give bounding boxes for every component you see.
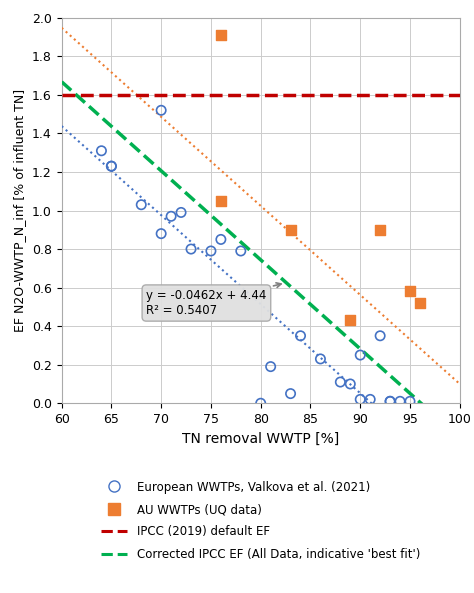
Corrected IPCC EF (All Data, indicative 'best fit') (302, 296, 308, 303)
European WWTPs, Valkova et al. (2021) (287, 389, 294, 398)
Corrected IPCC EF (All Data, indicative 'best fit') (457, 434, 463, 441)
Y-axis label: EF N2O-WWTP_N_inf [% of influent TN]: EF N2O-WWTP_N_inf [% of influent TN] (13, 89, 27, 332)
Corrected IPCC EF (All Data, indicative 'best fit') (60, 79, 66, 87)
European WWTPs, Valkova et al. (2021) (386, 397, 394, 406)
European WWTPs, Valkova et al. (2021) (356, 395, 364, 404)
European WWTPs, Valkova et al. (2021) (257, 398, 264, 408)
AU WWTPs (UQ data) (416, 298, 424, 308)
AU WWTPs (UQ data) (346, 315, 354, 325)
Corrected IPCC EF (All Data, indicative 'best fit') (419, 401, 425, 408)
European WWTPs, Valkova et al. (2021) (356, 350, 364, 360)
AU WWTPs (UQ data) (217, 196, 225, 206)
Legend: European WWTPs, Valkova et al. (2021), AU WWTPs (UQ data), IPCC (2019) default E: European WWTPs, Valkova et al. (2021), A… (95, 474, 426, 567)
European WWTPs, Valkova et al. (2021) (98, 146, 105, 155)
European WWTPs, Valkova et al. (2021) (157, 229, 165, 238)
European WWTPs, Valkova et al. (2021) (376, 331, 384, 340)
AU WWTPs (UQ data) (406, 286, 414, 296)
European WWTPs, Valkova et al. (2021) (187, 244, 195, 254)
AU WWTPs (UQ data) (287, 225, 294, 234)
European WWTPs, Valkova et al. (2021) (177, 208, 185, 217)
Corrected IPCC EF (All Data, indicative 'best fit') (394, 378, 400, 385)
European WWTPs, Valkova et al. (2021) (167, 212, 175, 221)
European WWTPs, Valkova et al. (2021) (157, 106, 165, 115)
European WWTPs, Valkova et al. (2021) (108, 161, 115, 171)
European WWTPs, Valkova et al. (2021) (207, 246, 215, 256)
European WWTPs, Valkova et al. (2021) (237, 246, 245, 256)
European WWTPs, Valkova et al. (2021) (267, 362, 274, 371)
AU WWTPs (UQ data) (376, 225, 384, 234)
AU WWTPs (UQ data) (217, 30, 225, 40)
Corrected IPCC EF (All Data, indicative 'best fit') (294, 289, 300, 296)
European WWTPs, Valkova et al. (2021) (108, 161, 115, 171)
European WWTPs, Valkova et al. (2021) (297, 331, 304, 340)
European WWTPs, Valkova et al. (2021) (406, 397, 414, 406)
European WWTPs, Valkova et al. (2021) (346, 380, 354, 389)
X-axis label: TN removal WWTP [%]: TN removal WWTP [%] (182, 432, 339, 445)
European WWTPs, Valkova et al. (2021) (337, 377, 344, 387)
European WWTPs, Valkova et al. (2021) (137, 200, 145, 209)
European WWTPs, Valkova et al. (2021) (317, 354, 324, 364)
Line: Corrected IPCC EF (All Data, indicative 'best fit'): Corrected IPCC EF (All Data, indicative … (62, 82, 460, 438)
Text: y = -0.0462x + 4.44
R² = 0.5407: y = -0.0462x + 4.44 R² = 0.5407 (146, 283, 281, 317)
Corrected IPCC EF (All Data, indicative 'best fit') (296, 290, 301, 297)
European WWTPs, Valkova et al. (2021) (366, 395, 374, 404)
European WWTPs, Valkova et al. (2021) (217, 235, 225, 244)
European WWTPs, Valkova et al. (2021) (386, 397, 394, 406)
European WWTPs, Valkova et al. (2021) (396, 397, 404, 406)
Corrected IPCC EF (All Data, indicative 'best fit') (59, 78, 64, 85)
